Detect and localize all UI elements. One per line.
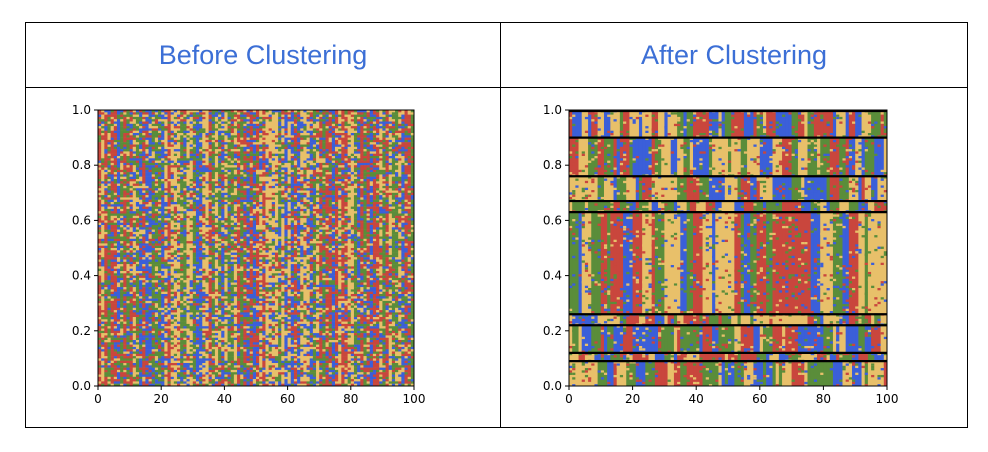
y-tick-label-5: 1.0 — [543, 103, 562, 117]
plot-after-clustering: 0 20 40 60 80 100 0.0 0.2 0.4 0.6 0.8 1.0 — [543, 103, 899, 406]
y-tick-label-3: 0.6 — [72, 213, 91, 227]
x-tick-label-5: 100 — [876, 392, 899, 406]
header-after-clustering: After Clustering — [640, 39, 828, 70]
y-tick-label-0: 0.0 — [543, 379, 562, 393]
y-tick-label-3: 0.6 — [543, 213, 562, 227]
y-tick-label-4: 0.8 — [72, 158, 91, 172]
y-tick-label-0: 0.0 — [72, 379, 91, 393]
plot-before-clustering: 0 20 40 60 80 100 0.0 0.2 0.4 0.6 0.8 1.0 — [72, 103, 426, 406]
x-tick-label-0: 0 — [565, 392, 573, 406]
y-tick-label-2: 0.4 — [72, 269, 91, 283]
axes-frame — [97, 109, 415, 387]
y-tick-label-1: 0.2 — [543, 324, 562, 338]
column-divider — [500, 23, 501, 427]
axes-frame — [568, 109, 888, 387]
y-tick-label-5: 1.0 — [72, 103, 91, 117]
x-tick-label-0: 0 — [94, 392, 102, 406]
x-tick-label-4: 80 — [343, 392, 358, 406]
y-tick-label-4: 0.8 — [543, 158, 562, 172]
y-tick-label-2: 0.4 — [543, 269, 562, 283]
x-tick-label-5: 100 — [403, 392, 426, 406]
comparison-table: Before Clustering After Clustering — [25, 22, 968, 428]
x-tick-label-3: 60 — [752, 392, 767, 406]
x-tick-label-1: 20 — [625, 392, 640, 406]
heatmap-cells — [569, 110, 887, 386]
heatmap-cells — [98, 110, 414, 386]
header-divider — [26, 87, 967, 88]
x-tick-label-4: 80 — [816, 392, 831, 406]
y-tick-label-1: 0.2 — [72, 324, 91, 338]
x-tick-label-2: 40 — [689, 392, 704, 406]
header-before-clustering: Before Clustering — [158, 39, 368, 70]
x-tick-label-1: 20 — [154, 392, 169, 406]
x-tick-label-3: 60 — [280, 392, 295, 406]
x-tick-label-2: 40 — [217, 392, 232, 406]
